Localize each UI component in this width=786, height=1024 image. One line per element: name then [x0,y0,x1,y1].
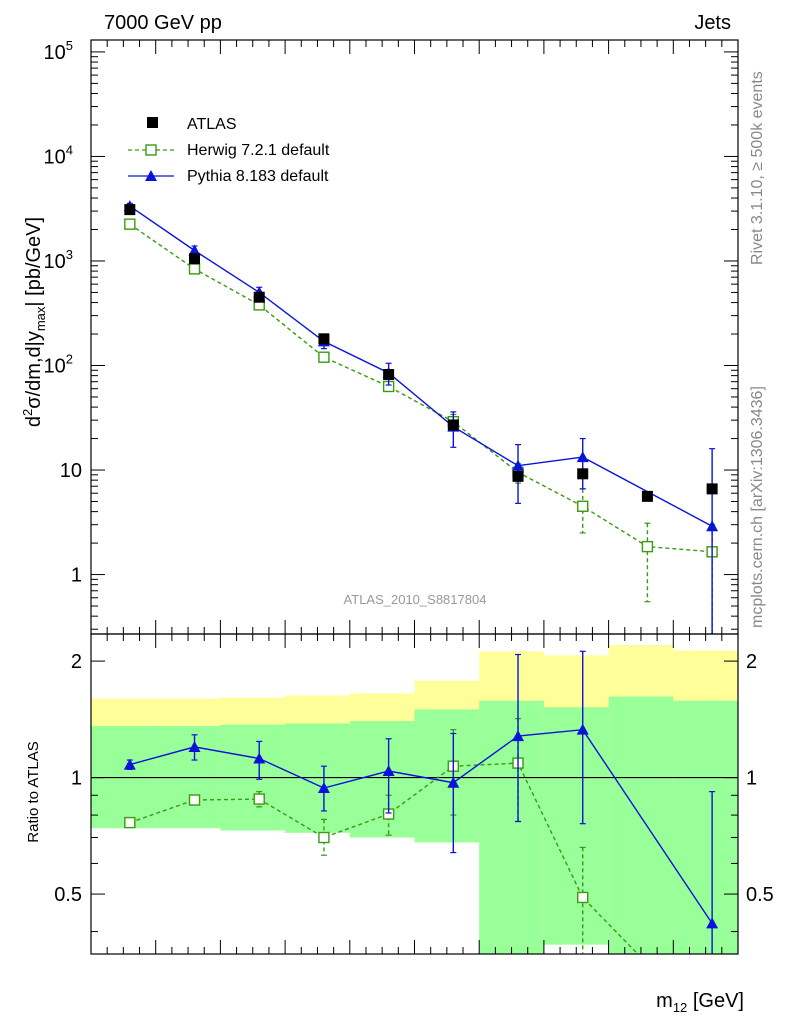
main-herwig-line [129,223,713,553]
main-atlas-point [447,419,459,431]
ratio-band-green-6 [479,700,544,954]
ratio-herwig-line [129,762,639,954]
main-pythia-line [129,205,713,527]
ratio-band-green-7 [543,707,609,945]
ratio-y-tick-label: 2 [71,651,82,673]
main-pythia-point [576,451,589,463]
main-y-tick-label: 104 [44,142,73,168]
ratio-y-tick-label-right: 1 [746,768,757,790]
ratio-herwig-point [188,794,201,806]
main-y-tick-label: 102 [44,352,73,378]
ratio-band-green-5 [414,709,480,843]
legend-pythia-label: Pythia 8.183 default [187,168,329,185]
main-atlas-point [641,490,653,502]
legend: ATLAS Herwig 7.2.1 default Pythia 8.183 … [128,116,330,185]
main-y-tick-label: 105 [44,38,73,64]
main-pythia-point [188,244,201,256]
ratio-band-green-8 [608,696,674,954]
ratio-band-green-9 [673,700,738,954]
mcplots-label: mcplots.cern.ch [arXiv:1306.3436] [749,386,766,628]
ratio-y-axis-label: Ratio to ATLAS [25,741,42,842]
main-y-tick-label: 1 [71,565,82,587]
legend-atlas-marker [147,117,158,128]
main-y-tick-label: 103 [44,247,73,273]
ratio-pythia-point [706,917,719,929]
main-atlas-point [706,483,718,495]
main-pythia-point [512,459,525,471]
ratio-y-tick-label: 0.5 [54,884,82,906]
main-atlas-point [383,369,395,381]
main-atlas-point [318,333,330,345]
analysis-watermark: ATLAS_2010_S8817804 [344,592,487,607]
legend-pythia-marker [145,170,157,181]
x-axis-label: m12 [GeV] [656,990,744,1015]
rivet-version-label: Rivet 3.1.10, ≥ 500k events [749,71,766,265]
ratio-y-tick-label-right: 0.5 [746,884,774,906]
ratio-pythia-point [188,740,201,752]
header-right: Jets [694,12,731,34]
ratio-pythia-point [123,758,136,770]
ratio-pythia-point [447,776,460,788]
ratio-pythia-point [576,723,589,735]
main-herwig-point [188,263,201,275]
main-y-axis-label: d2σ/dm,d|ymax| [pb/GeV] [20,217,48,427]
header-left: 7000 GeV pp [104,12,222,34]
legend-herwig-label: Herwig 7.2.1 default [187,142,330,159]
main-atlas-point [253,291,265,303]
ratio-pythia-point [317,781,330,793]
ratio-y-tick-label-right: 2 [746,651,757,673]
ratio-herwig-point [124,816,136,829]
main-atlas-point [577,468,589,480]
main-herwig-point [124,218,136,230]
legend-herwig-marker [145,144,157,156]
main-herwig-point [641,540,654,553]
main-pythia-point [706,520,719,532]
ratio-band-green-4 [349,721,415,838]
ratio-pythia-point [253,752,266,764]
ratio-herwig-point [318,831,330,844]
ratio-herwig-point [577,891,589,904]
main-herwig-point [577,500,589,512]
main-atlas-point [512,470,524,482]
ratio-herwig-point [253,793,265,805]
main-atlas-point [189,253,201,265]
main-y-tick-label: 10 [60,460,82,482]
ratio-y-tick-label: 1 [71,768,82,790]
main-atlas-point [124,204,136,216]
legend-atlas-label: ATLAS [187,116,237,133]
ratio-plot-frame [90,633,739,955]
ratio-pythia-point [382,764,395,776]
ratio-pythia-point [512,730,525,742]
main-herwig-point [318,351,330,363]
